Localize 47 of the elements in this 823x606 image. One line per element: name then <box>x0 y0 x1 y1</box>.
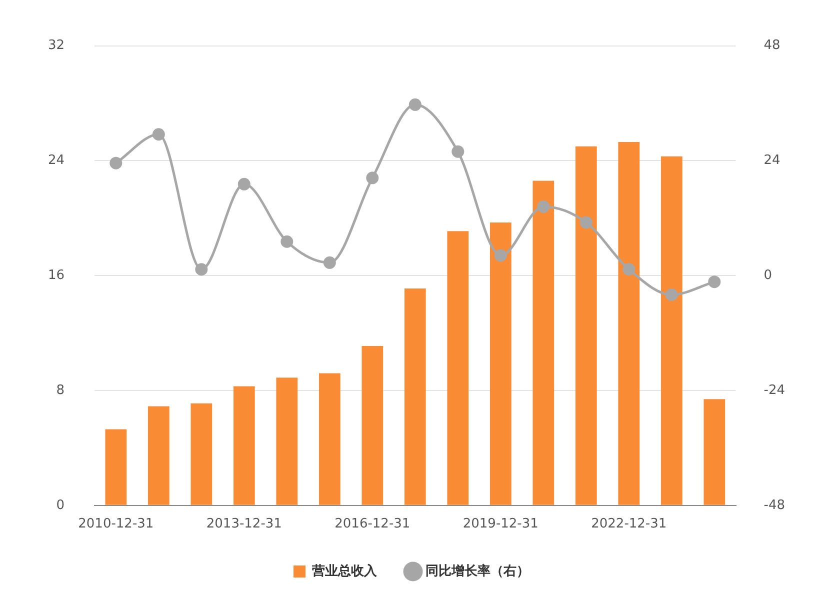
bar <box>276 378 298 505</box>
point <box>280 235 294 248</box>
point <box>152 128 165 141</box>
bar <box>318 373 340 505</box>
point <box>366 172 379 184</box>
bar <box>490 222 512 505</box>
point <box>110 156 122 170</box>
y2-tick-label: 24 <box>764 153 780 168</box>
legend-label: 营业总收入 <box>311 562 378 579</box>
y-tick-label: 32 <box>48 38 65 54</box>
bar <box>660 156 682 505</box>
point <box>622 263 636 276</box>
x-tick-label: 2016-12-31 <box>334 516 410 532</box>
point <box>494 249 507 262</box>
y2-tick-label: 0 <box>764 268 772 283</box>
bar <box>362 346 384 505</box>
x-tick-label: 2019-12-31 <box>462 516 538 532</box>
point <box>665 288 678 301</box>
x-tick-label: 2013-12-31 <box>206 516 282 532</box>
point <box>452 145 464 158</box>
bar <box>532 180 554 505</box>
bar <box>105 429 127 505</box>
point <box>323 256 336 269</box>
legend-label: 同比增长率（右） <box>426 562 530 579</box>
y-tick-label: 16 <box>48 268 65 283</box>
x-tick-label: 2022-12-31 <box>591 516 667 532</box>
y2-tick-label: -48 <box>764 498 785 513</box>
y-tick-label: 24 <box>48 153 65 168</box>
bar <box>447 231 469 505</box>
y2-tick-label: 48 <box>764 38 780 54</box>
x-tick-label: 2010-12-31 <box>78 516 154 532</box>
point <box>537 200 550 213</box>
point <box>195 263 208 276</box>
point <box>708 276 721 288</box>
bar <box>704 399 726 505</box>
bar <box>190 403 212 505</box>
point <box>238 178 250 190</box>
point <box>580 216 592 229</box>
bar <box>233 386 255 505</box>
y2-tick-label: -24 <box>764 382 785 398</box>
point <box>408 98 422 111</box>
bar <box>618 142 640 505</box>
bar <box>404 288 426 505</box>
bar <box>148 406 170 505</box>
y-tick-label: 0 <box>56 498 65 513</box>
bar <box>575 146 597 505</box>
y-tick-label: 8 <box>56 382 65 398</box>
